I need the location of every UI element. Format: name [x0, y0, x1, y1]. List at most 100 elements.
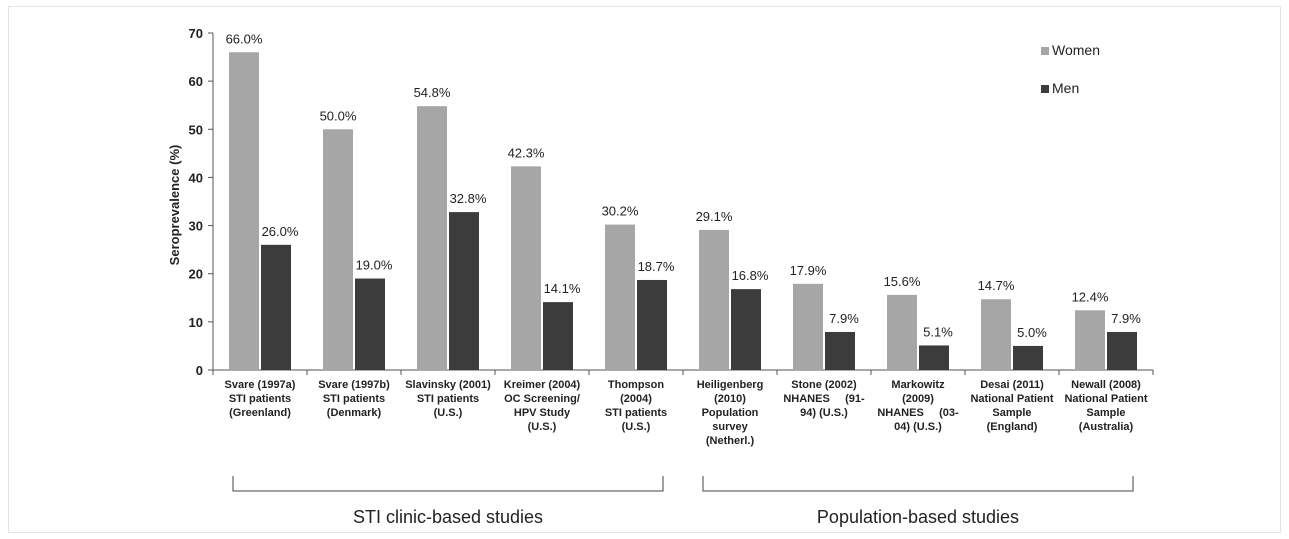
category-labels: Svare (1997a) STI patients (Greenland) Svar…: [225, 379, 1148, 447]
data-label-men: 26.0%: [262, 224, 299, 239]
group-bracket: [232, 476, 664, 492]
category-label: NHANES (91-: [783, 393, 865, 405]
bar-men: [919, 345, 949, 370]
bar-women: [1075, 310, 1105, 370]
category-label: (Netherl.): [706, 435, 755, 447]
category-label: STI patients: [417, 393, 479, 405]
category-label: STI patients: [605, 407, 667, 419]
y-tick-label: 40: [189, 170, 203, 185]
data-label-men: 18.7%: [638, 259, 675, 274]
legend-label-women: Women: [1052, 42, 1100, 58]
bar-women: [793, 283, 823, 370]
group-bracket: [702, 476, 1134, 492]
category-label: (Denmark): [327, 407, 382, 419]
group-brackets: STI clinic-based studies Population-based…: [232, 476, 1134, 527]
bar-women: [605, 224, 635, 370]
group-label: STI clinic-based studies: [353, 507, 543, 527]
data-label-women: 30.2%: [602, 204, 639, 219]
category-label: Markowitz: [891, 379, 945, 391]
category-label: Population: [702, 407, 759, 419]
bar-women: [323, 129, 353, 370]
category-label: STI patients: [323, 393, 385, 405]
category-label: Svare (1997a): [225, 379, 296, 391]
data-label-women: 54.8%: [414, 85, 451, 100]
bar-men: [1107, 331, 1137, 370]
category-label: (England): [987, 421, 1038, 433]
bar-men: [355, 278, 385, 370]
data-label-men: 19.0%: [356, 258, 393, 273]
bar-chart: 0 10 20 30 40 50 60 70 Seroprevalence (%) 66.0%…: [167, 26, 1154, 527]
data-label-men: 14.1%: [544, 281, 581, 296]
y-tick-label: 70: [189, 26, 203, 41]
bar-women: [887, 294, 917, 370]
y-tick-label: 10: [189, 315, 203, 330]
category-label: HPV Study: [514, 407, 571, 419]
data-label-women: 66.0%: [226, 31, 263, 46]
legend-label-men: Men: [1052, 80, 1079, 96]
category-label: survey: [712, 421, 748, 433]
category-label: Desai (2011): [980, 379, 1044, 391]
y-tick-label: 20: [189, 267, 203, 282]
data-label-women: 17.9%: [790, 263, 827, 278]
y-axis-label: Seroprevalence (%): [167, 145, 182, 266]
data-label-women: 15.6%: [884, 274, 921, 289]
bar-women: [417, 106, 447, 371]
group-label: Population-based studies: [817, 507, 1019, 527]
category-label: (Australia): [1079, 421, 1134, 433]
category-label: (Greenland): [229, 407, 291, 419]
bar-women: [699, 229, 729, 370]
category-label: (2009): [902, 393, 934, 405]
category-label: (2004): [620, 393, 652, 405]
category-label: 94) (U.S.): [800, 407, 848, 419]
category-label: 04) (U.S.): [894, 421, 942, 433]
data-label-men: 5.0%: [1017, 325, 1047, 340]
category-label: Newall (2008): [1071, 379, 1141, 391]
category-label: Thompson: [608, 379, 664, 391]
data-label-men: 16.8%: [732, 268, 769, 283]
category-label: (U.S.): [434, 407, 463, 419]
bar-men: [261, 244, 291, 370]
y-tick-label: 30: [189, 219, 203, 234]
y-tick-label: 0: [196, 363, 203, 378]
bar-men: [1013, 345, 1043, 370]
category-label: (2010): [714, 393, 746, 405]
bars: 66.0% 26.0% 50.0% 19.0% 54.8% 32.8% 42.3% 14.1%…: [226, 31, 1141, 371]
data-label-men: 7.9%: [1111, 311, 1141, 326]
bar-men: [637, 279, 667, 370]
category-label: Heiligenberg: [697, 379, 764, 391]
legend: Women Men: [1041, 42, 1100, 96]
data-label-women: 42.3%: [508, 145, 545, 160]
category-label: Sample: [992, 407, 1031, 419]
category-label: (U.S.): [528, 421, 557, 433]
data-label-women: 29.1%: [696, 209, 733, 224]
legend-swatch-women: [1041, 47, 1049, 55]
data-label-women: 50.0%: [320, 108, 357, 123]
category-label: National Patient: [1064, 393, 1147, 405]
category-label: Slavinsky (2001): [405, 379, 491, 391]
bar-women: [229, 52, 259, 370]
chart-frame: 0 10 20 30 40 50 60 70 Seroprevalence (%) 66.0%…: [8, 6, 1281, 533]
category-label: Kreimer (2004): [504, 379, 581, 391]
bar-women: [981, 299, 1011, 370]
bar-men: [543, 302, 573, 370]
data-label-men: 7.9%: [829, 311, 859, 326]
y-tick-label: 60: [189, 74, 203, 89]
bar-men: [825, 331, 855, 370]
data-label-men: 32.8%: [450, 191, 487, 206]
bar-women: [511, 166, 541, 370]
data-label-women: 12.4%: [1072, 289, 1109, 304]
data-label-men: 5.1%: [923, 324, 953, 339]
category-label: Svare (1997b): [318, 379, 390, 391]
category-label: OC Screening/: [504, 393, 580, 405]
category-label: (U.S.): [622, 421, 651, 433]
category-label: Sample: [1086, 407, 1125, 419]
y-tick-label: 50: [189, 122, 203, 137]
category-label: STI patients: [229, 393, 291, 405]
category-label: NHANES (03-: [877, 407, 959, 419]
data-label-women: 14.7%: [978, 278, 1015, 293]
bar-men: [731, 289, 761, 370]
bar-men: [449, 212, 479, 370]
legend-swatch-men: [1041, 85, 1049, 93]
category-label: National Patient: [970, 393, 1053, 405]
category-label: Stone (2002): [791, 379, 857, 391]
